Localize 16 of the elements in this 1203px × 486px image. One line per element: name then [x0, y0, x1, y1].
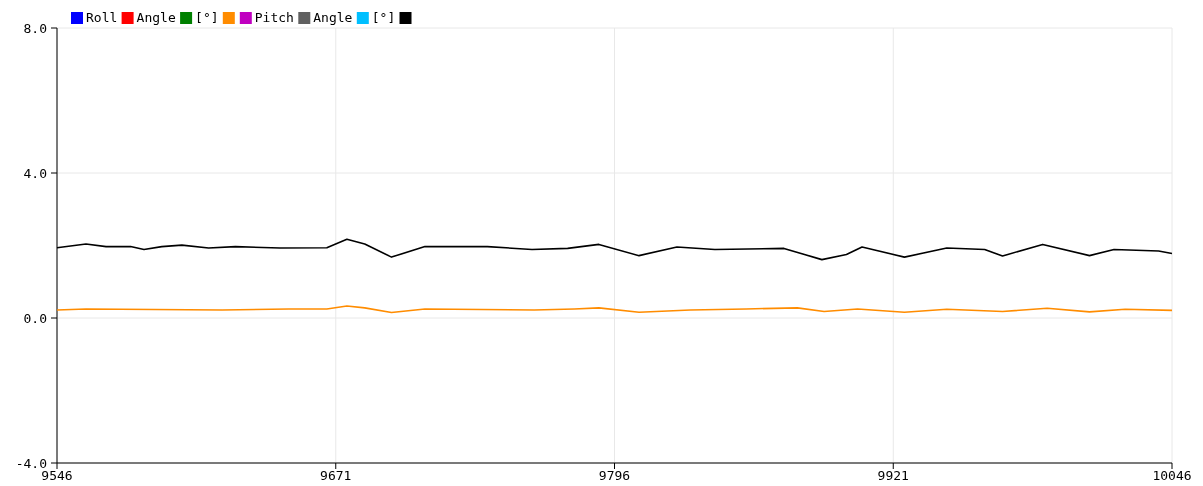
- x-tick-label: 9671: [320, 468, 352, 483]
- legend-label: Pitch: [254, 10, 294, 25]
- x-tick-label: 9546: [41, 468, 73, 483]
- legend-label: Angle: [136, 10, 176, 25]
- y-tick-label: -4.0: [15, 455, 47, 471]
- y-tick-label: 0.0: [23, 310, 47, 326]
- x-tick-label: 10046: [1152, 468, 1192, 483]
- legend-label: [°]: [371, 10, 396, 25]
- y-tick-label: 8.0: [23, 20, 47, 36]
- x-tick-label: 9921: [877, 468, 909, 483]
- line-series: [56, 305, 1173, 314]
- legend-label: [°]: [195, 10, 219, 25]
- legend-label: Roll: [86, 10, 118, 25]
- legend-label: Angle: [313, 10, 353, 25]
- y-tick-label: 4.0: [23, 165, 47, 181]
- x-tick-label: 9796: [598, 468, 631, 483]
